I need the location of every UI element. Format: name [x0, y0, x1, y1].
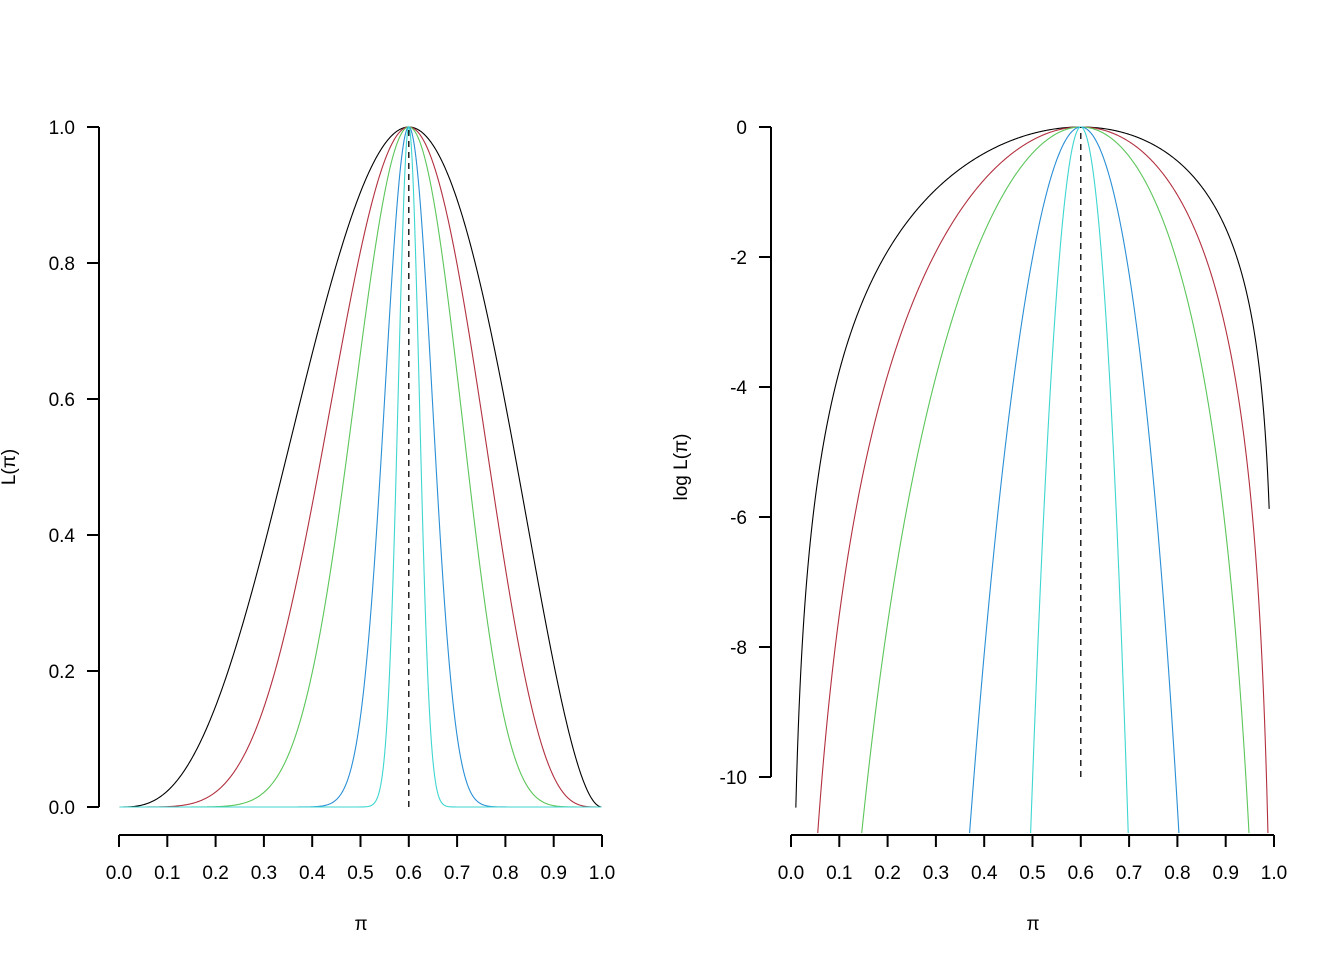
- series-line-5: [1030, 126, 1129, 833]
- x-tick-label: 0.0: [778, 863, 804, 884]
- y-axis: 0 -2 -4 -6 -8 -10: [720, 118, 772, 789]
- x-tick-label: 0.0: [106, 863, 132, 884]
- y-tick-label: -2: [730, 248, 747, 269]
- x-axis: 0.0 0.1 0.2 0.3 0.4 0.5 0.6 0.7 0.8 0.9 1.0: [106, 834, 615, 884]
- y-tick-label: 0: [736, 118, 747, 139]
- x-tick-label: 1.0: [589, 863, 615, 884]
- x-tick-label: 0.1: [154, 863, 180, 884]
- y-tick-label: 0.2: [49, 662, 75, 683]
- x-tick-label: 0.4: [971, 863, 998, 884]
- x-tick-label: 0.2: [202, 863, 228, 884]
- y-tick-label: -10: [720, 768, 747, 789]
- y-tick-label: 0.6: [49, 390, 75, 411]
- series-line-3: [119, 126, 602, 808]
- x-tick-label: 0.8: [492, 863, 518, 884]
- series-line-1: [795, 126, 1270, 808]
- x-tick-label: 0.7: [1116, 863, 1142, 884]
- series-line-5: [119, 125, 602, 808]
- x-tick-label: 0.6: [396, 863, 422, 884]
- y-axis-title: L(π): [0, 449, 20, 485]
- x-tick-label: 0.5: [1019, 863, 1045, 884]
- y-tick-label: 1.0: [49, 118, 75, 139]
- y-tick-label: 0.0: [49, 798, 75, 819]
- log-likelihood-panel: 0 -2 -4 -6 -8 -10 0.0 0.1 0.2 0.3 0.4 0.5 0.6 0.7 0.8…: [671, 118, 1287, 935]
- x-tick-label: 0.2: [874, 863, 900, 884]
- x-tick-label: 0.5: [347, 863, 373, 884]
- x-tick-label: 1.0: [1261, 863, 1287, 884]
- x-tick-label: 0.4: [299, 863, 326, 884]
- y-tick-label: 0.4: [49, 526, 76, 547]
- x-tick-label: 0.9: [1212, 863, 1238, 884]
- series-line-4: [119, 126, 602, 808]
- y-axis: 0.0 0.2 0.4 0.6 0.8 1.0: [49, 118, 100, 819]
- likelihood-panel: 0.0 0.2 0.4 0.6 0.8 1.0 0.0 0.1 0.2 0.3 0.4 0.5 0.6…: [0, 118, 615, 935]
- series-line-3: [861, 126, 1250, 833]
- series-line-2: [119, 126, 602, 808]
- y-tick-label: 0.8: [49, 254, 75, 275]
- y-axis-title: log L(π): [671, 434, 692, 501]
- x-axis-title: π: [1026, 914, 1039, 935]
- x-tick-label: 0.9: [540, 863, 566, 884]
- y-tick-label: -8: [730, 638, 747, 659]
- y-tick-label: -4: [730, 378, 747, 399]
- series-line-2: [817, 126, 1269, 833]
- x-tick-label: 0.7: [444, 863, 470, 884]
- x-tick-label: 0.8: [1164, 863, 1190, 884]
- x-tick-label: 0.3: [251, 863, 277, 884]
- series-line-1: [119, 126, 602, 808]
- x-tick-label: 0.3: [923, 863, 949, 884]
- series-line-4: [969, 126, 1180, 833]
- x-tick-label: 0.6: [1068, 863, 1094, 884]
- likelihood-curves: [119, 125, 602, 808]
- y-tick-label: -6: [730, 508, 747, 529]
- x-axis: 0.0 0.1 0.2 0.3 0.4 0.5 0.6 0.7 0.8 0.9 1.0: [778, 834, 1287, 884]
- x-axis-title: π: [354, 914, 367, 935]
- x-tick-label: 0.1: [826, 863, 852, 884]
- log-likelihood-curves: [795, 126, 1270, 833]
